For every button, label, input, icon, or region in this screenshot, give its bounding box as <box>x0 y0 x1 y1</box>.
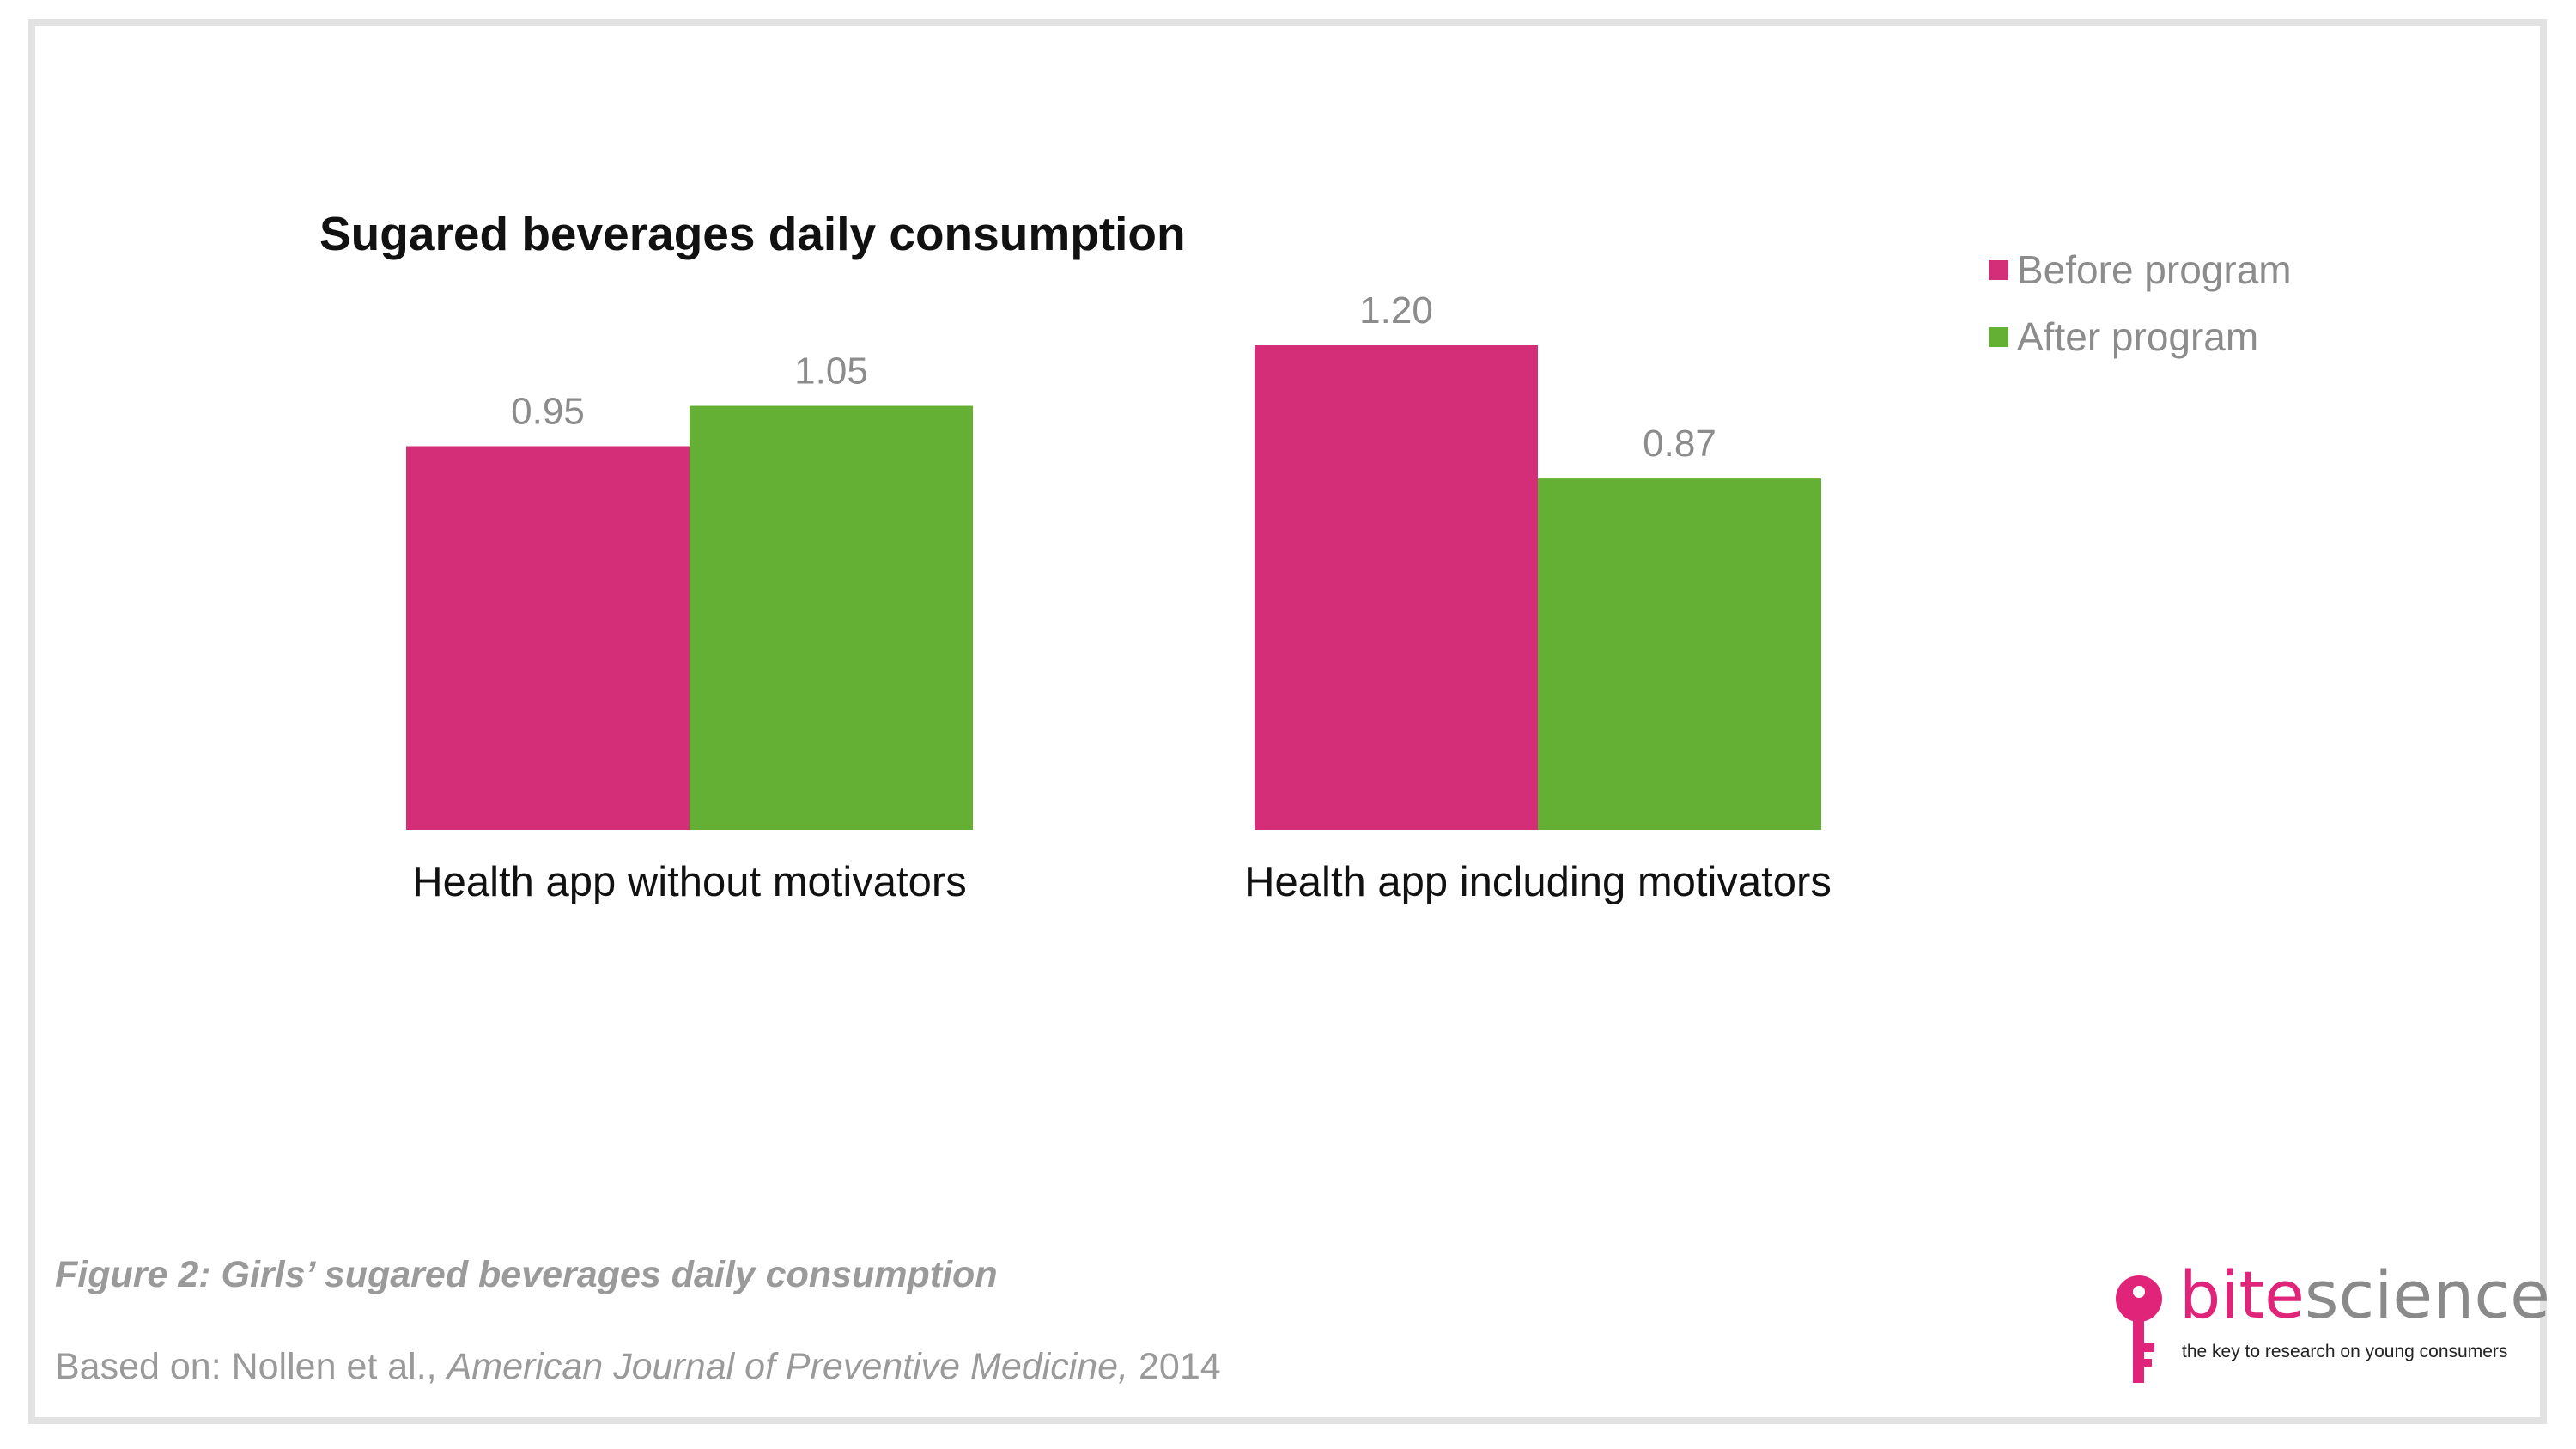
legend-swatch-after <box>1989 326 2008 347</box>
data-label-after-1: 1.05 <box>794 350 868 393</box>
source-journal: American Journal of Preventive Medicine, <box>447 1346 1129 1387</box>
data-label-after-2: 0.87 <box>1643 423 1716 465</box>
logo-tagline: the key to research on young consumers <box>2182 1342 2508 1361</box>
legend-label-before: Before program <box>2017 247 2292 292</box>
bar-before-2 <box>1255 345 1538 830</box>
figure-caption: Figure 2: Girls’ sugared beverages daily… <box>55 1254 998 1295</box>
logo-bite: bite <box>2179 1257 2305 1333</box>
bar-before-1 <box>406 446 690 830</box>
legend-item-after: After program <box>1989 311 2258 362</box>
logo-science: science <box>2304 1257 2550 1333</box>
legend-swatch-before <box>1989 259 2008 280</box>
category-label-1: Health app without motivators <box>412 859 967 905</box>
chart-title: Sugared beverages daily consumption <box>319 207 1186 260</box>
bitescience-logo: bitescience the key to research on young… <box>2112 1263 2550 1391</box>
source-citation: Based on: Nollen et al., American Journa… <box>55 1346 1221 1388</box>
source-year: 2014 <box>1128 1346 1221 1387</box>
legend-item-before: Before program <box>1989 244 2292 295</box>
source-prefix: Based on: Nollen et al., <box>55 1346 447 1387</box>
legend-label-after: After program <box>2017 314 2259 359</box>
key-icon <box>2116 1275 2162 1383</box>
category-label-2: Health app including motivators <box>1244 859 1832 905</box>
data-label-before-1: 0.95 <box>511 391 585 433</box>
logo-wordmark: bitescience <box>2179 1263 2550 1328</box>
data-label-before-2: 1.20 <box>1359 289 1433 332</box>
bar-after-1 <box>690 405 973 830</box>
bar-after-2 <box>1538 478 1821 830</box>
